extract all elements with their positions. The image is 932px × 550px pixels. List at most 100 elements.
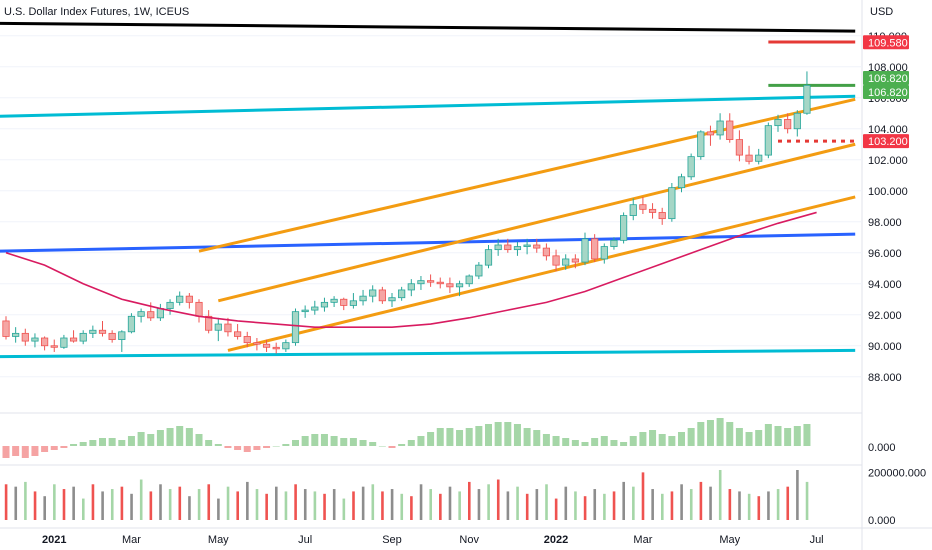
volume-bar (593, 489, 597, 520)
oscillator-bar (156, 430, 164, 446)
candle-body (340, 298, 348, 306)
volume-bar (603, 493, 606, 520)
volume-bar (255, 489, 259, 520)
candle-body (455, 283, 464, 288)
oscillator-bar (369, 442, 377, 446)
oscillator-bar (571, 440, 579, 446)
candle-body (533, 244, 541, 249)
volume-bar (805, 481, 809, 520)
volume-bar (91, 484, 95, 520)
candle-body (176, 295, 184, 303)
time-tick-label: May (719, 534, 740, 546)
oscillator-bar (668, 436, 676, 446)
oscillator-bar (494, 422, 502, 446)
volume-bar (699, 481, 703, 520)
volume-bar (632, 486, 635, 520)
candle-body (378, 289, 386, 302)
oscillator-bar (504, 422, 512, 446)
oscillator-bar (465, 428, 473, 446)
volume-bar (265, 493, 268, 520)
oscillator-bar (407, 440, 415, 446)
volume-bar (776, 489, 780, 520)
orange-channel-middle (217, 142, 856, 303)
candle-body (475, 264, 483, 277)
candle-body (262, 343, 271, 348)
oscillator-bar (600, 436, 608, 446)
candle-body (706, 131, 715, 136)
candle-body (687, 156, 695, 178)
price-tick-label: 92.000 (868, 310, 902, 322)
oscillator-bar (137, 432, 145, 446)
oscillator-bar (147, 434, 155, 446)
volume-bar (410, 496, 413, 520)
top-black-trend (0, 21, 856, 33)
oscillator-bar (629, 436, 637, 446)
volume-bar (43, 496, 46, 520)
candle-body (349, 300, 358, 306)
volume-bar (72, 486, 75, 520)
candle-body (610, 239, 618, 247)
volume-bar (477, 489, 481, 520)
volume-bar (110, 489, 114, 520)
candle-body (79, 332, 87, 342)
volume-bar (207, 484, 211, 520)
candles-layer (2, 71, 811, 354)
price-tick-label: 90.000 (868, 341, 902, 353)
candle-body (311, 306, 319, 311)
oscillator-bar (60, 446, 68, 448)
oscillator-bar (185, 428, 193, 446)
candle-body (591, 238, 599, 260)
candle-body (648, 208, 657, 213)
oscillator-bar (330, 436, 338, 446)
oscillator-bar (50, 446, 58, 450)
candle-body (465, 275, 473, 285)
volume-bar (130, 493, 133, 520)
volume-bar (33, 491, 37, 520)
volume-bar (767, 491, 770, 520)
candle-body (98, 329, 107, 334)
candle-body (50, 345, 58, 348)
oscillator-bar (195, 434, 203, 446)
price-badge-label: 106.820 (868, 87, 908, 99)
oscillator-bar (243, 446, 251, 452)
oscillator-bar (697, 422, 705, 446)
candle-body (205, 315, 213, 331)
volume-bar (622, 481, 625, 520)
candle-body (426, 280, 435, 283)
volume-bar (525, 493, 529, 520)
oscillator-bar (301, 436, 309, 446)
volume-bar (275, 486, 278, 520)
candle-body (243, 336, 251, 344)
price-badge-label: 106.820 (868, 73, 908, 85)
candle-body (484, 249, 493, 266)
candle-body (398, 289, 406, 299)
oscillator-bar (726, 422, 734, 446)
time-tick-label: 2021 (42, 534, 66, 546)
price-tick-label: 104.000 (868, 124, 908, 136)
volume-layer: 200000.000 0.000 (4, 467, 926, 527)
oscillator-bar (803, 424, 811, 446)
time-tick-label: May (208, 534, 229, 546)
price-tick-label: 100.000 (868, 186, 908, 198)
volume-bar (680, 484, 683, 520)
candle-body (185, 295, 193, 303)
candle-body (156, 308, 164, 319)
oscillator-bar (320, 434, 328, 446)
candle-body (552, 255, 560, 266)
cyan-resistance-line (0, 94, 856, 118)
volume-bar (217, 498, 220, 520)
price-badge (863, 134, 909, 149)
price-badge (863, 71, 909, 86)
price-tick-label: 98.000 (868, 217, 902, 229)
volume-bar (429, 489, 432, 520)
candle-body (320, 301, 329, 308)
candle-body (369, 289, 377, 297)
candle-body (282, 342, 290, 350)
oscillator-bar (41, 446, 49, 452)
oscillator-bar (340, 438, 348, 446)
orange-channel-lower (227, 195, 856, 352)
volume-bar (709, 486, 712, 520)
oscillator-tick-label: 0.000 (868, 442, 896, 454)
volume-bar (62, 489, 66, 520)
